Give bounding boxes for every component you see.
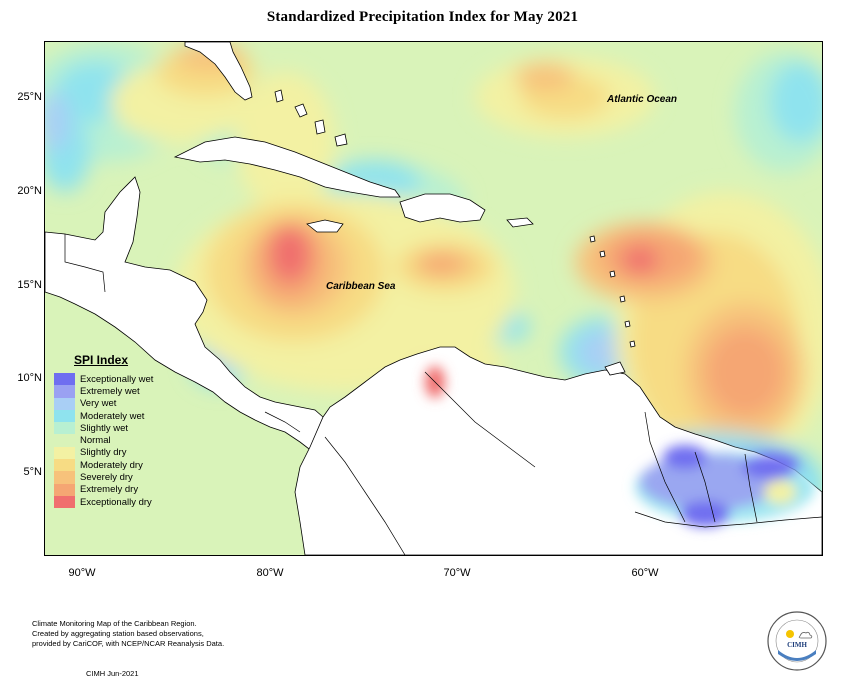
jamaica-land (306, 219, 344, 233)
panama-border (264, 411, 301, 433)
map-title: Standardized Precipitation Index for May… (266, 9, 579, 25)
spi-legend: SPI Index Exceptionally wet Extremely wet… (54, 353, 174, 509)
legend-item: Slightly wet (54, 422, 174, 435)
legend-item: Moderately dry (54, 459, 174, 472)
bahamas-land (274, 89, 348, 147)
footer-notes: Climate Monitoring Map of the Caribbean … (32, 619, 224, 649)
legend-label: Exceptionally wet (80, 373, 154, 385)
lon-label-80w: 80°W (256, 567, 284, 579)
sun-cloud-icon (786, 630, 813, 639)
lon-label-70w: 70°W (443, 567, 471, 579)
legend-item: Normal (54, 434, 174, 447)
lat-label-25n: 25°N (17, 91, 42, 103)
footer-line-3: provided by CariCOF, with NCEP/NCAR Rean… (32, 639, 225, 648)
legend-swatch (54, 409, 75, 423)
lon-label-60w: 60°W (631, 567, 659, 579)
cimh-logo: CIMH (767, 611, 827, 671)
legend-label: Extremely wet (80, 385, 140, 397)
legend-label: Very wet (80, 398, 117, 410)
legend-title: SPI Index (74, 353, 129, 367)
legend-label: Severely dry (80, 472, 133, 484)
legend-swatch (54, 434, 75, 447)
legend-label: Moderately wet (80, 410, 145, 422)
legend-swatch (54, 459, 75, 472)
legend-label: Extremely dry (80, 484, 139, 496)
atlantic-ocean-label: Atlantic Ocean (607, 94, 678, 105)
caribbean-sea-label: Caribbean Sea (326, 281, 396, 292)
florida-land (184, 42, 253, 101)
french-guiana-border (744, 453, 758, 523)
lesser-antilles-land (589, 235, 636, 376)
footer-line-1: Climate Monitoring Map of the Caribbean … (32, 619, 197, 628)
legend-label: Exceptionally dry (80, 496, 152, 508)
venezuela-border (424, 371, 536, 468)
logo-text: CIMH (787, 641, 807, 649)
border-layer (64, 234, 822, 555)
legend-item: Exceptionally dry (54, 495, 174, 509)
colombia-border (324, 436, 406, 555)
central-america-land (45, 176, 324, 453)
lat-label-5n: 5°N (23, 466, 42, 478)
legend-item: Severely dry (54, 471, 174, 484)
legend-swatch (54, 471, 75, 484)
legend-swatch (54, 385, 75, 398)
legend-label: Slightly wet (80, 422, 129, 434)
legend-item: Extremely dry (54, 483, 174, 496)
legend-item: Slightly dry (54, 446, 174, 460)
legend-swatch (54, 373, 75, 386)
legend-item: Very wet (54, 397, 174, 410)
lat-label-20n: 20°N (17, 185, 42, 197)
footer-date: CIMH Jun-2021 (86, 669, 139, 678)
legend-swatch (54, 422, 75, 435)
spi-map-svg (45, 42, 822, 555)
legend-item: Exceptionally wet (54, 373, 174, 386)
map-area (44, 41, 823, 556)
lat-label-10n: 10°N (17, 372, 42, 384)
lat-label-15n: 15°N (17, 279, 42, 291)
hispaniola-land (399, 193, 486, 223)
legend-label: Slightly dry (80, 447, 127, 459)
puerto-rico-land (506, 217, 534, 228)
brazil-border (634, 511, 822, 528)
lon-label-90w: 90°W (68, 567, 96, 579)
suriname-border (694, 451, 716, 523)
land-spi-layer (425, 366, 815, 527)
mexico-border (64, 234, 106, 293)
legend-swatch (54, 397, 75, 410)
legend-items: Exceptionally wet Extremely wet Very wet Mo… (54, 373, 174, 509)
footer-line-2: Created by aggregating station based obs… (32, 629, 204, 638)
legend-swatch (54, 495, 75, 509)
legend-item: Extremely wet (54, 385, 174, 398)
guyana-border (644, 411, 686, 523)
legend-label: Normal (80, 435, 111, 447)
legend-label: Moderately dry (80, 459, 143, 471)
cuba-land (173, 136, 401, 198)
legend-swatch (54, 446, 75, 460)
legend-swatch (54, 483, 75, 496)
legend-item: Moderately wet (54, 409, 174, 423)
